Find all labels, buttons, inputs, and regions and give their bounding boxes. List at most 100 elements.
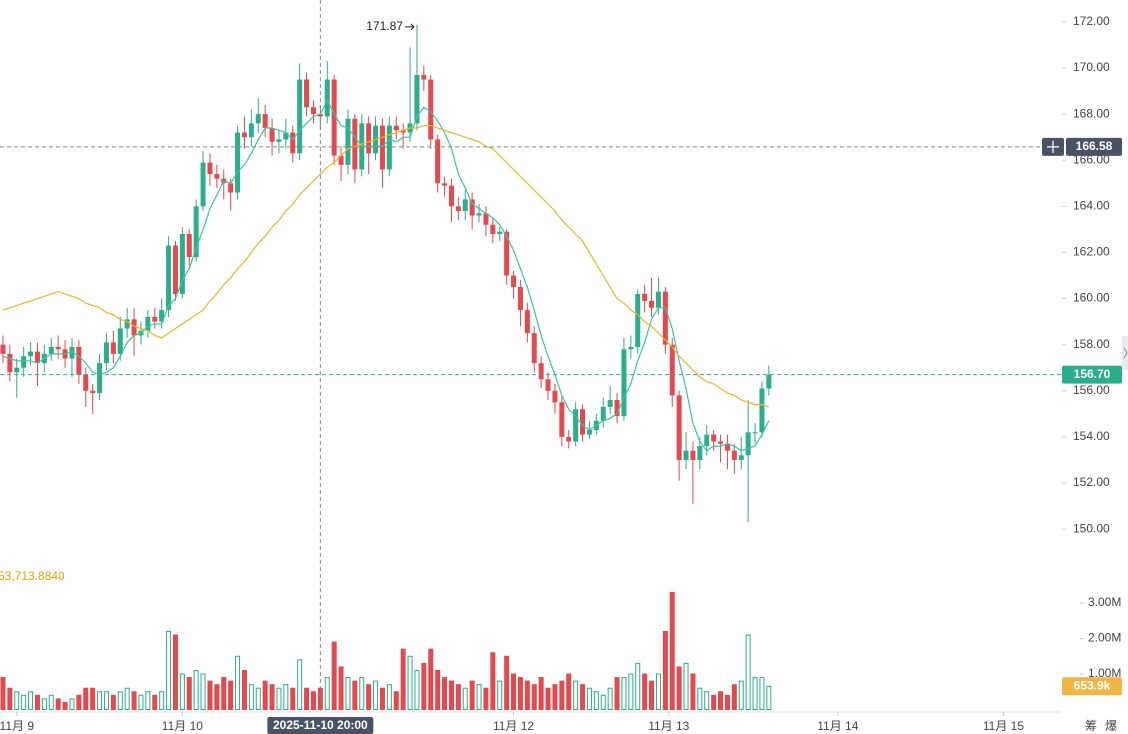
volume-bar (448, 680, 454, 711)
candle-body (476, 213, 482, 216)
candle-body (448, 185, 454, 207)
last-price-tag (1062, 365, 1122, 384)
volume-bar (186, 677, 192, 710)
candle-body (711, 434, 717, 442)
candle-body (490, 224, 496, 235)
candle-body (159, 310, 165, 322)
volume-bar (483, 687, 489, 711)
tool-button[interactable]: 筹 (1085, 719, 1097, 733)
volume-bar (131, 691, 137, 710)
volume-bar (545, 687, 551, 711)
candle-body (228, 183, 234, 193)
candle-body (7, 353, 13, 373)
moving-average (2, 125, 769, 408)
tool-button[interactable]: 爆 (1105, 719, 1117, 733)
candle-body (538, 363, 544, 380)
volume-bar (0, 677, 6, 710)
candle-body (731, 450, 737, 460)
candle-body (704, 434, 710, 447)
candle-body (214, 174, 220, 179)
candle-body (262, 114, 268, 128)
candle-body (145, 317, 151, 331)
candle-body (573, 409, 579, 442)
candle-body (552, 390, 558, 403)
candle-body (14, 367, 20, 373)
x-tick-label: 11月 10 (162, 719, 203, 733)
volume-bar (255, 687, 261, 711)
candle-body (207, 162, 213, 175)
candle-body (669, 344, 675, 396)
candle-body (517, 287, 523, 311)
y-tick-label: 166.00 (1073, 152, 1110, 166)
volume-bar (414, 669, 420, 710)
last-volume-tag (1062, 677, 1122, 696)
candle-body (352, 118, 358, 170)
side-tab[interactable] (1122, 336, 1128, 370)
candle-body (545, 379, 551, 391)
candle-body (193, 206, 199, 258)
volume-bar (138, 694, 144, 711)
volume-bar (462, 687, 468, 711)
candle-body (642, 293, 648, 301)
crosshair-time-label: 2025-11-10 20:00 (273, 718, 368, 732)
candle-body (386, 125, 392, 170)
volume-bar (435, 669, 441, 710)
volume-bar (628, 673, 634, 711)
volume-bar (262, 680, 268, 711)
volume-bar (752, 677, 758, 710)
volume-bar (566, 673, 572, 711)
candle-body (172, 245, 178, 294)
candle-body (442, 183, 448, 186)
candle-body (338, 155, 344, 165)
volume-bar (655, 673, 661, 711)
volume-bar (7, 687, 13, 711)
last-price-label: 156.70 (1074, 367, 1111, 381)
volume-bar (366, 684, 372, 710)
x-tick-label: 11月 15 (983, 719, 1024, 733)
volume-bar (766, 685, 772, 711)
volume-bar (379, 687, 385, 711)
candle-body (455, 206, 461, 211)
volume-bar (538, 677, 544, 710)
volume-bar (517, 677, 523, 710)
volume-bar (718, 691, 724, 710)
volume-bar (428, 648, 434, 711)
candle-body (752, 432, 758, 434)
candle-body (55, 346, 61, 350)
candle-body (48, 346, 54, 354)
volume-bar (511, 673, 517, 711)
volume-bar (738, 680, 744, 711)
candle-body (21, 356, 27, 368)
candle-body (614, 400, 620, 417)
volume-bar (193, 669, 199, 710)
candle-body (462, 199, 468, 211)
volume-bar (97, 691, 103, 710)
candle-body (297, 79, 303, 154)
volume-bar (724, 694, 730, 711)
volume-bar (76, 694, 82, 711)
volume-bar (469, 680, 475, 711)
candle-body (766, 374, 772, 389)
volume-bar (221, 677, 227, 710)
candle-body (255, 114, 261, 124)
candle-body (110, 342, 116, 354)
volume-bar (166, 630, 172, 710)
candle-body (676, 395, 682, 460)
candle-body (621, 349, 627, 417)
candle-body (607, 400, 613, 407)
candle-body (331, 79, 337, 156)
candle-body (600, 406, 606, 421)
candle-body (497, 231, 503, 235)
candle-body (414, 74, 420, 124)
candle-body (655, 291, 661, 308)
candle-body (124, 319, 130, 329)
moving-average (2, 98, 770, 452)
candle-body (697, 446, 703, 460)
candle-body (166, 245, 172, 311)
candle-body (186, 234, 192, 258)
volume-bar (21, 694, 27, 711)
volume-bar (704, 691, 710, 710)
volume-bar (586, 687, 592, 711)
volume-bar (290, 687, 296, 711)
candle-body (428, 79, 434, 140)
